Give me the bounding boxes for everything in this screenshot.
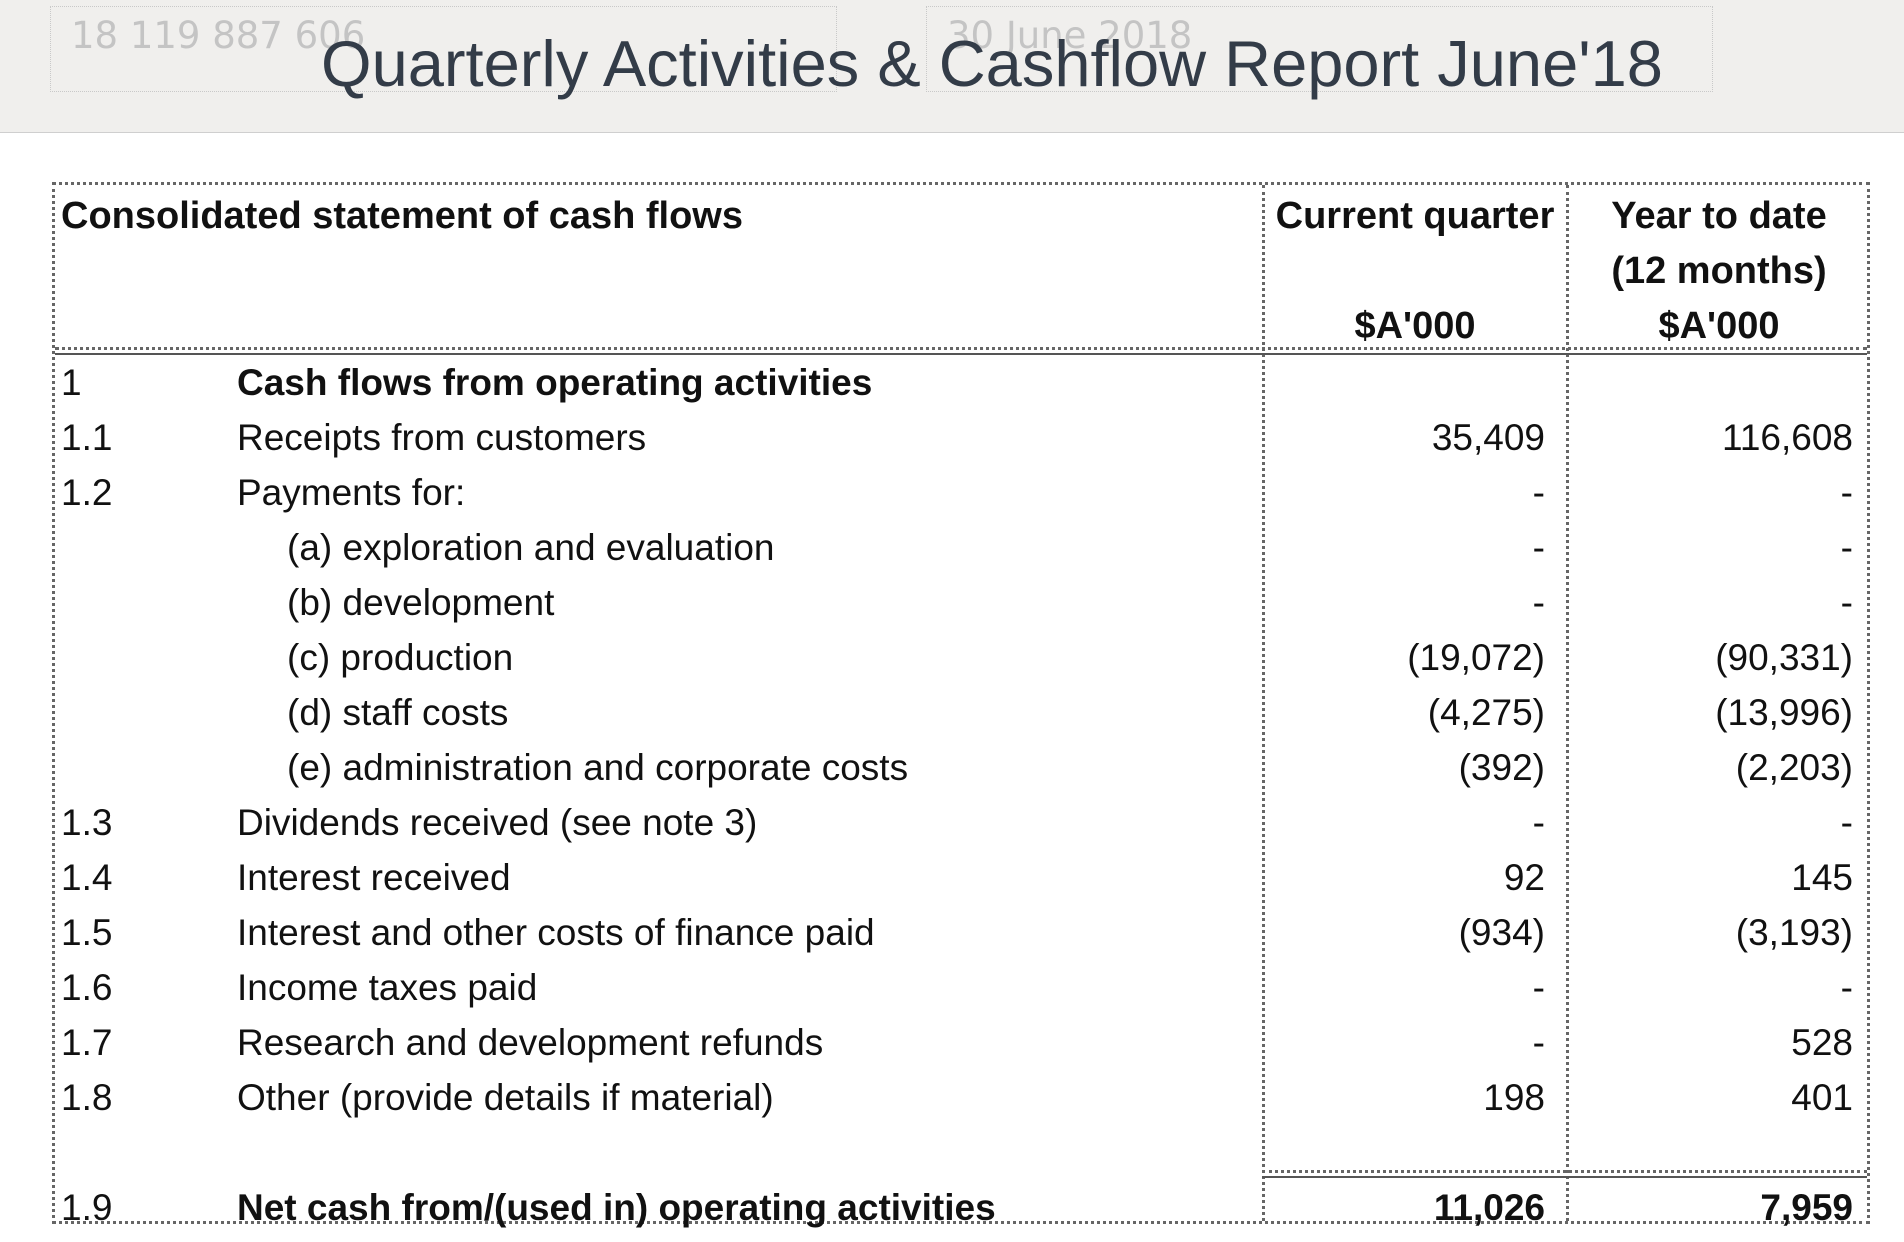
row-label: (b) development: [287, 582, 555, 623]
row-label: Interest received: [237, 857, 511, 898]
row-label: (d) staff costs: [287, 692, 509, 733]
current-quarter-value: -: [1532, 582, 1545, 623]
year-to-date-value: 528: [1791, 1022, 1853, 1063]
current-quarter-value: -: [1532, 802, 1545, 843]
abn-field: 18 119 887 606: [50, 6, 837, 92]
current-quarter-value: 92: [1503, 857, 1545, 898]
current-quarter-value: -: [1532, 527, 1545, 568]
total-divider: [1262, 1170, 1867, 1173]
year-to-date-total: 7,959: [1760, 1187, 1853, 1228]
report-banner: 18 119 887 606 30 June 2018 Quarterly Ac…: [0, 0, 1904, 133]
statement-heading: Consolidated statement of cash flows: [61, 195, 743, 237]
row-label: Net cash from/(used in) operating activi…: [237, 1187, 996, 1228]
year-to-date-value: -: [1840, 582, 1853, 623]
column-divider: [1262, 185, 1265, 1221]
table-row: 1.2 Payments for: - -: [55, 465, 1867, 520]
table-row: 1.6 Income taxes paid - -: [55, 960, 1867, 1015]
table-row: 1.4 Interest received 92 145: [55, 850, 1867, 905]
table-row: 1.5 Interest and other costs of finance …: [55, 905, 1867, 960]
current-quarter-value: -: [1532, 1022, 1545, 1063]
total-divider: [1262, 1176, 1867, 1178]
year-to-date-value: -: [1840, 967, 1853, 1008]
year-to-date-value: (13,996): [1715, 692, 1853, 733]
column-unit-current-quarter: $A'000: [1354, 305, 1476, 347]
row-label: Other (provide details if material): [237, 1077, 774, 1118]
row-number: 1.7: [61, 1022, 113, 1063]
row-number: 1.4: [61, 857, 113, 898]
column-subheader-year-to-date: (12 months): [1611, 250, 1827, 292]
row-label: Interest and other costs of finance paid: [237, 912, 875, 953]
row-number: 1: [61, 362, 82, 403]
column-header-current-quarter: Current quarter: [1275, 195, 1555, 237]
report-title: Quarterly Activities & Cashflow Report J…: [321, 27, 1663, 100]
year-to-date-value: 145: [1791, 857, 1853, 898]
table-row: (e) administration and corporate costs (…: [55, 740, 1867, 795]
period-field: 30 June 2018: [926, 6, 1713, 92]
row-label: Research and development refunds: [237, 1022, 824, 1063]
header-divider: [55, 353, 1867, 355]
column-unit-year-to-date: $A'000: [1658, 305, 1780, 347]
year-to-date-value: -: [1840, 527, 1853, 568]
year-to-date-value: -: [1840, 802, 1853, 843]
row-number: 1.1: [61, 417, 113, 458]
row-label: (c) production: [287, 637, 514, 678]
current-quarter-value: -: [1532, 967, 1545, 1008]
year-to-date-value: (90,331): [1715, 637, 1853, 678]
header-divider: [55, 347, 1867, 350]
row-label: Receipts from customers: [237, 417, 647, 458]
current-quarter-value: 198: [1483, 1077, 1545, 1118]
table-row: (d) staff costs (4,275) (13,996): [55, 685, 1867, 740]
row-number: 1.9: [61, 1187, 113, 1228]
row-number: 1.2: [61, 472, 113, 513]
year-to-date-value: 116,608: [1722, 417, 1853, 458]
cash-flow-statement-table: Consolidated statement of cash flows Cur…: [52, 182, 1870, 1228]
table-row: (b) development - -: [55, 575, 1867, 630]
row-number: 1.6: [61, 967, 113, 1008]
year-to-date-value: (3,193): [1735, 912, 1853, 953]
current-quarter-value: (4,275): [1427, 692, 1545, 733]
current-quarter-value: (392): [1458, 747, 1545, 788]
row-label: Cash flows from operating activities: [237, 362, 873, 403]
table-row: (a) exploration and evaluation - -: [55, 520, 1867, 575]
column-header-year-to-date: Year to date: [1611, 195, 1827, 237]
table-row: (c) production (19,072) (90,331): [55, 630, 1867, 685]
row-number: 1.3: [61, 802, 113, 843]
column-divider: [1566, 185, 1569, 1221]
current-quarter-total: 11,026: [1433, 1187, 1545, 1228]
row-number: 1.8: [61, 1077, 113, 1118]
table-row: 1.7 Research and development refunds - 5…: [55, 1015, 1867, 1070]
row-label: (e) administration and corporate costs: [287, 747, 909, 788]
row-label: Income taxes paid: [237, 967, 538, 1008]
table-row: 1 Cash flows from operating activities: [55, 355, 1867, 410]
year-to-date-value: 401: [1791, 1077, 1853, 1118]
current-quarter-value: (934): [1458, 912, 1545, 953]
table-row: 1.8 Other (provide details if material) …: [55, 1070, 1867, 1125]
year-to-date-value: (2,203): [1735, 747, 1853, 788]
row-label: Dividends received (see note 3): [237, 802, 758, 843]
year-to-date-value: -: [1840, 472, 1853, 513]
row-label: Payments for:: [237, 472, 466, 513]
row-number: 1.5: [61, 912, 113, 953]
row-label: (a) exploration and evaluation: [287, 527, 775, 568]
current-quarter-value: -: [1532, 472, 1545, 513]
table-row: 1.3 Dividends received (see note 3) - -: [55, 795, 1867, 850]
table-row: 1.1 Receipts from customers 35,409 116,6…: [55, 410, 1867, 465]
table-row-total: 1.9 Net cash from/(used in) operating ac…: [55, 1180, 1867, 1235]
current-quarter-value: 35,409: [1431, 417, 1545, 458]
current-quarter-value: (19,072): [1407, 637, 1545, 678]
